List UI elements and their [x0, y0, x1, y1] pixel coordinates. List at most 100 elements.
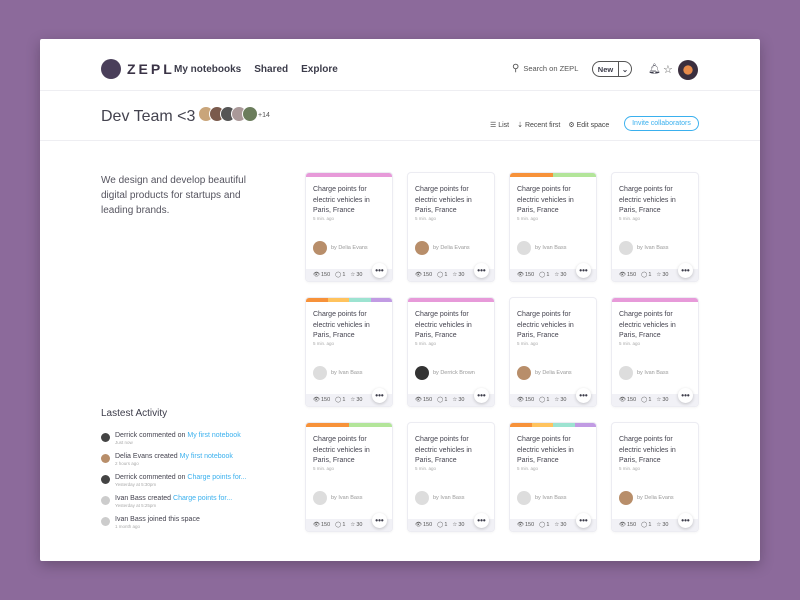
avatar [415, 241, 429, 255]
card-title: Charge points for electric vehicles in P… [415, 311, 472, 339]
stars-count: 30 [662, 272, 669, 278]
more-options-icon[interactable]: ••• [576, 263, 591, 278]
more-options-icon[interactable]: ••• [474, 263, 489, 278]
notebook-card[interactable]: Charge points for electric vehicles in P… [510, 298, 596, 406]
activity-list: Derrick commented on My first notebook Ju… [101, 432, 247, 537]
tag-bar [408, 298, 494, 302]
more-options-icon[interactable]: ••• [474, 388, 489, 403]
card-time: 5 min. ago [517, 466, 539, 471]
more-options-icon[interactable]: ••• [372, 388, 387, 403]
notebook-card[interactable]: Charge points for electric vehicles in P… [612, 298, 698, 406]
stars-count: 30 [458, 272, 465, 278]
card-title: Charge points for electric vehicles in P… [313, 186, 370, 214]
notebook-card[interactable]: Charge points for electric vehicles in P… [408, 423, 494, 531]
comment-icon: ◯ [641, 522, 648, 528]
logo[interactable]: ZEPL [101, 59, 175, 79]
eye-icon: 👁︎ [517, 272, 524, 278]
chevron-down-icon[interactable]: ⌄ [621, 64, 629, 74]
bell-icon[interactable]: 🔔︎ [648, 64, 661, 75]
activity-target-link[interactable]: My first notebook [179, 453, 233, 460]
comment-icon: ◯ [539, 272, 546, 278]
space-header: Dev Team <3 +14 ☰ List ⇣ Recent first ⚙ … [40, 91, 760, 141]
tag-bar [612, 298, 698, 302]
avatar [101, 517, 110, 526]
more-options-icon[interactable]: ••• [474, 513, 489, 528]
card-time: 5 min. ago [313, 466, 335, 471]
nav-shared[interactable]: Shared [254, 64, 289, 75]
avatar [313, 241, 327, 255]
notebook-card[interactable]: Charge points for electric vehicles in P… [408, 298, 494, 406]
card-author: by Ivan Bass [313, 491, 363, 505]
activity-target-link[interactable]: My first notebook [187, 432, 241, 439]
comments-count: 1 [444, 272, 448, 278]
card-stats: 👁︎ 150 ◯ 1 ☆ 30 [306, 269, 392, 281]
invite-collaborators-button[interactable]: Invite collaborators [624, 116, 699, 131]
stars-count: 30 [560, 397, 567, 403]
more-options-icon[interactable]: ••• [372, 513, 387, 528]
comment-icon: ◯ [437, 522, 444, 528]
tag-bar [612, 173, 698, 177]
more-options-icon[interactable]: ••• [678, 388, 693, 403]
activity-target-link[interactable]: Charge points for... [173, 495, 233, 502]
new-button[interactable]: New ⌄ [592, 61, 632, 77]
list-view-button[interactable]: ☰ List [490, 122, 510, 129]
star-icon: ☆ [554, 272, 560, 278]
comment-icon: ◯ [335, 522, 342, 528]
activity-item: Derrick commented on Charge points for..… [101, 474, 247, 495]
tag-bar [306, 423, 392, 427]
more-options-icon[interactable]: ••• [678, 263, 693, 278]
card-stats: 👁︎ 150 ◯ 1 ☆ 30 [408, 269, 494, 281]
star-icon: ☆ [554, 397, 560, 403]
tag-color-orange [510, 423, 532, 427]
notebook-card[interactable]: Charge points for electric vehicles in P… [306, 173, 392, 281]
list-label: List [498, 122, 510, 129]
avatar [415, 366, 429, 380]
sort-button[interactable]: ⇣ Recent first [517, 122, 561, 129]
card-author: by Ivan Bass [619, 241, 669, 255]
card-stats: 👁︎ 150 ◯ 1 ☆ 30 [612, 394, 698, 406]
views-count: 150 [626, 522, 637, 528]
views-count: 150 [320, 272, 331, 278]
edit-label: Edit space [576, 122, 610, 129]
comments-count: 1 [546, 397, 550, 403]
user-avatar[interactable] [678, 60, 698, 80]
member-avatars[interactable] [198, 106, 258, 122]
views-count: 150 [320, 397, 331, 403]
activity-action: commented on [139, 474, 186, 481]
notebook-card[interactable]: Charge points for electric vehicles in P… [612, 423, 698, 531]
zepl-logo-icon [101, 59, 121, 79]
tag-color-orange [306, 423, 349, 427]
eye-icon: 👁︎ [619, 522, 626, 528]
more-options-icon[interactable]: ••• [678, 513, 693, 528]
comments-count: 1 [546, 522, 550, 528]
tag-color-teal [349, 298, 371, 302]
tag-bar [408, 173, 494, 177]
nav-explore[interactable]: Explore [301, 64, 338, 75]
notebook-card[interactable]: Charge points for electric vehicles in P… [612, 173, 698, 281]
notebook-card[interactable]: Charge points for electric vehicles in P… [408, 173, 494, 281]
notebook-card[interactable]: Charge points for electric vehicles in P… [510, 173, 596, 281]
activity-action: created [154, 453, 178, 460]
more-options-icon[interactable]: ••• [576, 513, 591, 528]
more-options-icon[interactable]: ••• [372, 263, 387, 278]
avatar [619, 366, 633, 380]
star-icon[interactable]: ☆ [663, 64, 673, 76]
edit-space-button[interactable]: ⚙ Edit space [568, 122, 610, 129]
stars-count: 30 [356, 272, 363, 278]
activity-actor: Ivan Bass [115, 516, 146, 523]
card-author: by Ivan Bass [517, 241, 567, 255]
notebook-card[interactable]: Charge points for electric vehicles in P… [306, 423, 392, 531]
search-input[interactable]: ⚲ Search on ZEPL [512, 63, 578, 74]
more-options-icon[interactable]: ••• [576, 388, 591, 403]
notebook-card[interactable]: Charge points for electric vehicles in P… [510, 423, 596, 531]
notebook-card[interactable]: Charge points for electric vehicles in P… [306, 298, 392, 406]
extra-members-count[interactable]: +14 [258, 112, 270, 119]
space-tools: ☰ List ⇣ Recent first ⚙ Edit space [490, 121, 609, 129]
comment-icon: ◯ [539, 397, 546, 403]
activity-actor: Derrick [115, 474, 138, 481]
nav-my-notebooks[interactable]: My notebooks [174, 64, 242, 75]
activity-item: Derrick commented on My first notebook Ju… [101, 432, 247, 453]
author-name: by Delia Evans [433, 245, 470, 251]
activity-target-link[interactable]: Charge points for... [187, 474, 247, 481]
card-time: 5 min. ago [415, 216, 437, 221]
